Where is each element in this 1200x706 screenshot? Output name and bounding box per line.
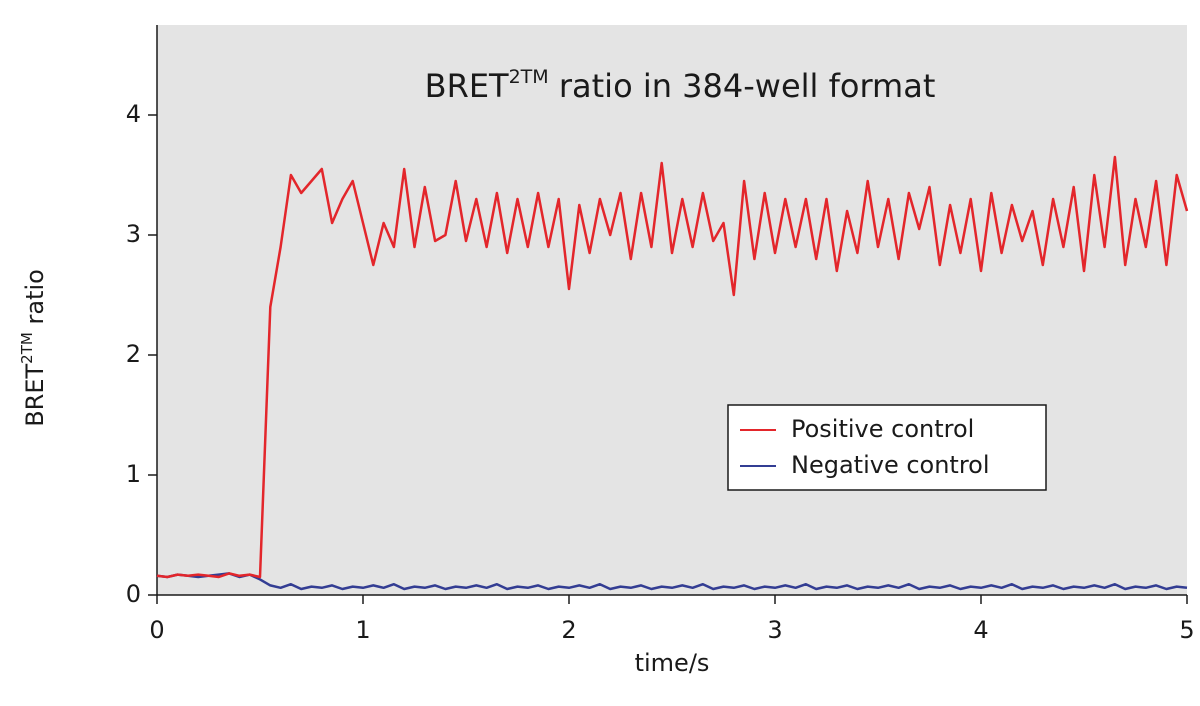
y-tick-label: 1 [126, 460, 141, 488]
y-tick-label: 0 [126, 580, 141, 608]
ylabel-rest: ratio [21, 269, 49, 332]
x-tick-label: 0 [149, 616, 164, 644]
ylabel-main: BRET [21, 363, 49, 426]
chart-title: BRET2TM ratio in 384-well format [425, 66, 936, 106]
y-tick-label: 4 [126, 100, 141, 128]
x-tick-label: 5 [1179, 616, 1194, 644]
title-main: BRET [425, 67, 509, 105]
x-axis-label: time/s [635, 649, 710, 677]
data-line [156, 155, 1189, 579]
x-tick-label: 3 [767, 616, 782, 644]
y-tick-label: 3 [126, 220, 141, 248]
x-tick-label: 4 [973, 616, 988, 644]
x-tick-label: 2 [561, 616, 576, 644]
legend-label: Negative control [791, 451, 990, 479]
plot-background [157, 25, 1187, 595]
ylabel-sup: 2TM [18, 332, 36, 364]
y-tick-label: 2 [126, 340, 141, 368]
legend-box [727, 404, 1047, 491]
title-sup: 2TM [509, 66, 549, 88]
x-tick-label: 1 [355, 616, 370, 644]
legend-label: Positive control [791, 415, 974, 443]
y-axis-label: BRET2TM ratio [18, 269, 50, 427]
data-line [156, 572, 1188, 591]
title-rest: ratio in 384-well format [549, 67, 936, 105]
